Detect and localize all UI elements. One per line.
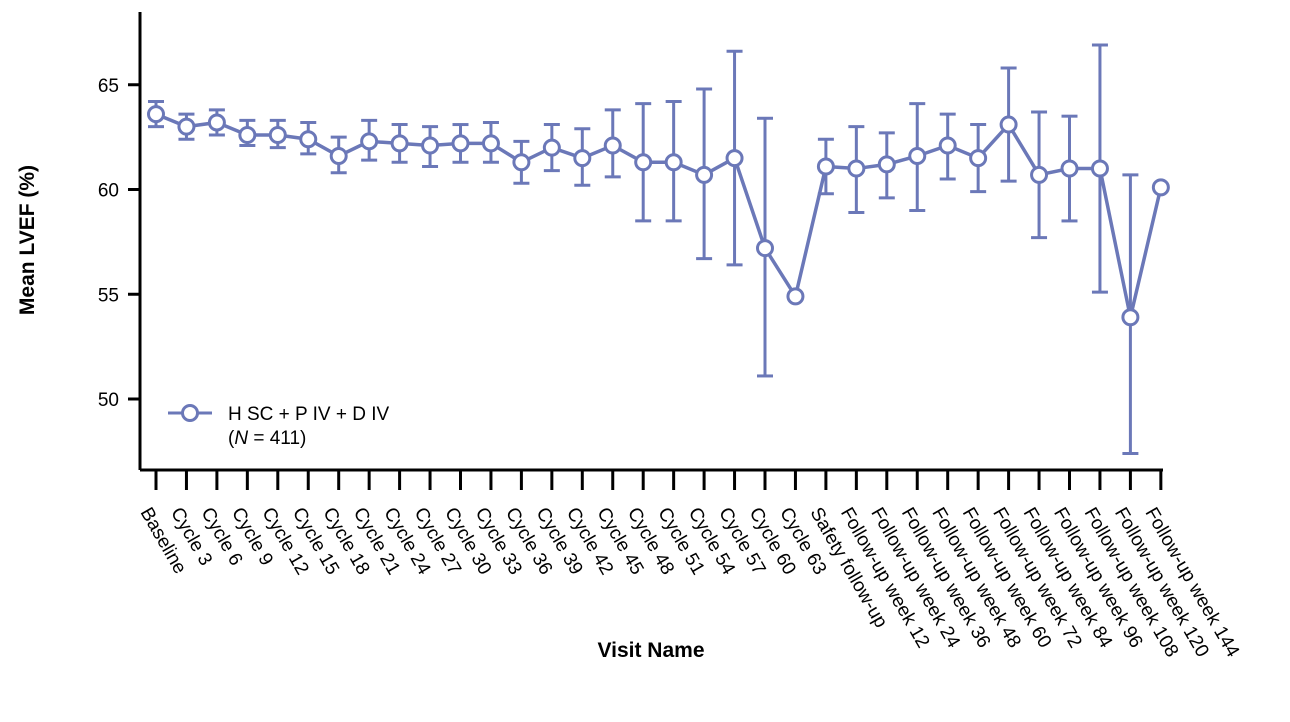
data-point [147, 105, 165, 124]
data-point [542, 138, 561, 157]
data-point [695, 165, 714, 184]
series-line [155, 112, 1163, 318]
data-point [816, 157, 835, 176]
data-point [1090, 159, 1109, 178]
data-point [299, 130, 318, 149]
data-point [390, 134, 409, 153]
legend-series-name: H SC + P IV + D IV [228, 404, 390, 425]
data-point [877, 155, 896, 174]
data-point [451, 134, 470, 153]
data-point [177, 117, 196, 136]
data-point [573, 149, 592, 168]
data-point [1151, 178, 1170, 197]
data-point [999, 115, 1018, 134]
legend-n-label: (N = 411) [228, 428, 306, 449]
y-axis-ticks: 50 55 60 65 [98, 76, 140, 411]
data-point [634, 153, 653, 172]
data-point [512, 153, 531, 172]
data-point [481, 134, 500, 153]
data-point [786, 287, 805, 306]
y-tick-label: 60 [98, 181, 119, 202]
legend-marker [181, 404, 199, 422]
y-tick-label: 65 [98, 76, 119, 97]
data-point [238, 126, 257, 145]
data-point [329, 146, 348, 165]
data-point [969, 149, 988, 168]
y-tick-label: 55 [98, 285, 119, 306]
data-point [725, 149, 744, 168]
data-point [360, 132, 379, 151]
series-layer [147, 43, 1170, 455]
data-point [664, 153, 683, 172]
data-point [1121, 308, 1140, 327]
y-tick-label: 50 [98, 390, 119, 411]
legend: H SC + P IV + D IV (N = 411) [168, 404, 390, 449]
y-axis-title: Mean LVEF (%) [16, 165, 39, 315]
axes [138, 12, 1163, 472]
data-point [207, 113, 226, 132]
x-axis-title: Visit Name [598, 639, 705, 662]
data-point [268, 126, 287, 145]
data-point [756, 239, 774, 258]
data-point [421, 136, 440, 155]
data-point [847, 159, 866, 178]
data-point [908, 146, 927, 165]
data-point [1030, 165, 1049, 184]
data-point [938, 136, 957, 155]
data-point [1060, 159, 1079, 178]
data-point [603, 136, 622, 155]
